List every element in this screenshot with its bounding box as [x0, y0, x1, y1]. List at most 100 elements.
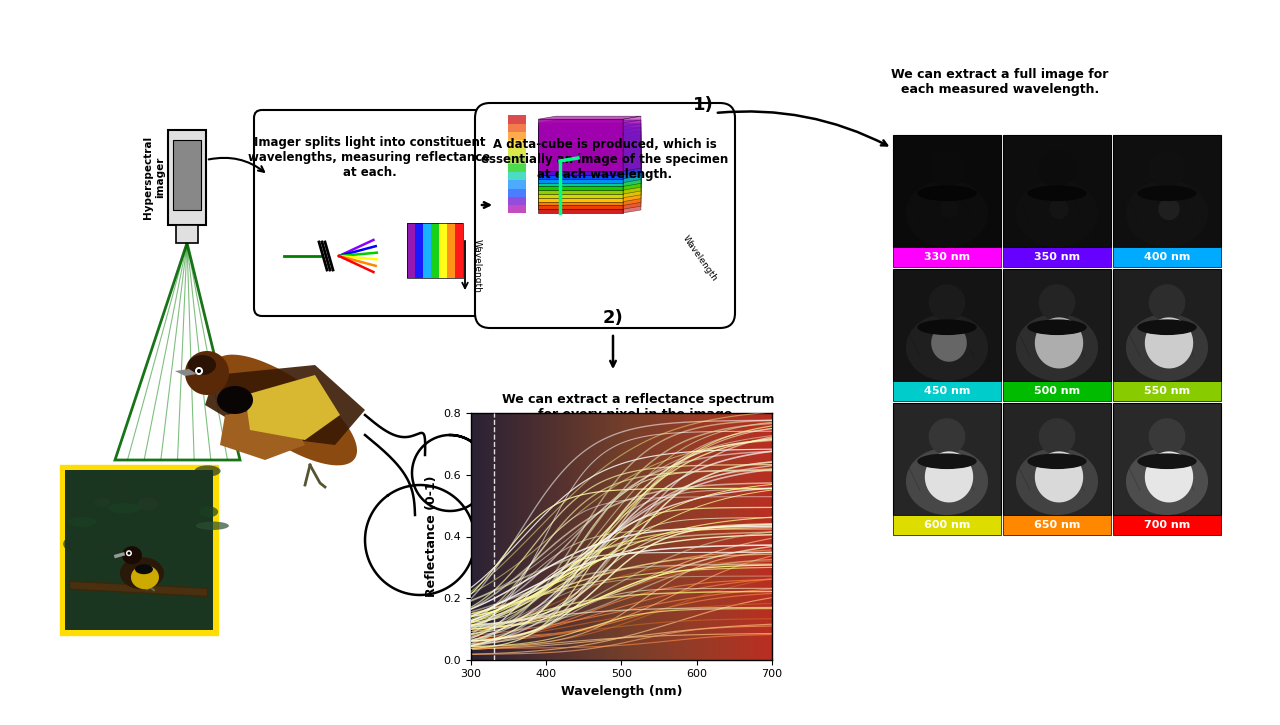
- Polygon shape: [1148, 418, 1185, 455]
- Polygon shape: [220, 405, 305, 460]
- Bar: [1114, 135, 1221, 247]
- Polygon shape: [1126, 314, 1208, 381]
- Polygon shape: [623, 131, 641, 186]
- Bar: [508, 164, 526, 173]
- Bar: [508, 196, 526, 205]
- Text: Hyperspectral
imager: Hyperspectral imager: [143, 136, 165, 219]
- Polygon shape: [538, 154, 641, 157]
- Polygon shape: [175, 369, 197, 376]
- Bar: [69, 581, 207, 597]
- Ellipse shape: [108, 503, 141, 513]
- Polygon shape: [120, 558, 164, 589]
- Bar: [893, 247, 1001, 267]
- Y-axis label: Reflectance (0-1): Reflectance (0-1): [425, 476, 438, 597]
- Text: Imager splits light into constituent
wavelengths, measuring reflectance
at each.: Imager splits light into constituent wav…: [248, 136, 490, 179]
- Text: We can extract a full image for
each measured wavelength.: We can extract a full image for each mea…: [891, 68, 1108, 96]
- Polygon shape: [538, 150, 641, 154]
- FancyBboxPatch shape: [253, 110, 485, 316]
- Polygon shape: [906, 448, 988, 515]
- Polygon shape: [1148, 284, 1185, 321]
- Bar: [1004, 135, 1111, 247]
- Text: 1): 1): [692, 96, 713, 114]
- Polygon shape: [538, 138, 623, 190]
- Polygon shape: [538, 124, 641, 127]
- Polygon shape: [623, 146, 641, 202]
- Polygon shape: [538, 146, 623, 198]
- Polygon shape: [128, 552, 131, 555]
- Polygon shape: [929, 418, 965, 455]
- Polygon shape: [1144, 318, 1193, 368]
- Bar: [173, 140, 201, 210]
- Ellipse shape: [918, 186, 977, 201]
- Polygon shape: [122, 546, 142, 564]
- Text: 550 nm: 550 nm: [1144, 386, 1190, 396]
- Text: 2): 2): [603, 309, 623, 327]
- Bar: [893, 381, 1001, 401]
- Text: 350 nm: 350 nm: [1034, 252, 1080, 262]
- Text: Wavelength: Wavelength: [474, 239, 483, 293]
- Bar: [415, 223, 422, 278]
- Bar: [508, 123, 526, 132]
- Polygon shape: [131, 566, 159, 589]
- Polygon shape: [186, 351, 229, 395]
- Polygon shape: [538, 139, 641, 142]
- Polygon shape: [1034, 318, 1083, 368]
- Ellipse shape: [918, 320, 977, 335]
- Polygon shape: [623, 139, 641, 194]
- Polygon shape: [623, 135, 641, 190]
- Polygon shape: [538, 157, 623, 210]
- Polygon shape: [906, 180, 988, 247]
- Polygon shape: [940, 199, 959, 219]
- Polygon shape: [906, 314, 988, 381]
- Polygon shape: [125, 550, 132, 556]
- Polygon shape: [195, 367, 204, 375]
- Polygon shape: [623, 120, 641, 175]
- Text: 500 nm: 500 nm: [1034, 386, 1080, 396]
- Bar: [60, 465, 218, 635]
- Polygon shape: [538, 161, 623, 213]
- Bar: [1114, 381, 1221, 401]
- Bar: [407, 223, 415, 278]
- Polygon shape: [538, 123, 623, 175]
- Bar: [508, 173, 526, 181]
- Bar: [447, 223, 454, 278]
- Polygon shape: [205, 365, 365, 445]
- Polygon shape: [1158, 198, 1180, 220]
- Bar: [508, 205, 526, 213]
- Bar: [1004, 247, 1111, 267]
- Ellipse shape: [196, 521, 229, 530]
- Bar: [1004, 403, 1111, 515]
- Polygon shape: [1016, 448, 1098, 515]
- Polygon shape: [1038, 418, 1075, 455]
- Bar: [1114, 403, 1221, 515]
- Polygon shape: [218, 386, 253, 414]
- Ellipse shape: [137, 498, 159, 510]
- Bar: [508, 156, 526, 164]
- Polygon shape: [538, 135, 641, 138]
- Ellipse shape: [195, 465, 220, 476]
- Bar: [454, 223, 463, 278]
- Polygon shape: [1038, 150, 1075, 187]
- Bar: [407, 223, 463, 278]
- Polygon shape: [623, 150, 641, 205]
- Polygon shape: [538, 134, 623, 186]
- Text: 700 nm: 700 nm: [1144, 520, 1190, 530]
- Polygon shape: [623, 128, 641, 183]
- Ellipse shape: [63, 537, 79, 551]
- Bar: [893, 269, 1001, 381]
- Bar: [177, 225, 198, 243]
- Polygon shape: [623, 154, 641, 210]
- Polygon shape: [1034, 452, 1083, 502]
- Ellipse shape: [918, 453, 977, 469]
- FancyBboxPatch shape: [475, 103, 735, 328]
- Bar: [65, 470, 212, 630]
- Ellipse shape: [110, 491, 131, 508]
- Polygon shape: [1148, 150, 1185, 187]
- Bar: [508, 148, 526, 156]
- Text: We can extract a reflectance spectrum
for every pixel in the image.: We can extract a reflectance spectrum fo…: [502, 393, 774, 421]
- Polygon shape: [538, 142, 623, 194]
- Bar: [508, 140, 526, 148]
- Bar: [1004, 381, 1111, 401]
- Ellipse shape: [68, 517, 97, 527]
- Bar: [508, 188, 526, 196]
